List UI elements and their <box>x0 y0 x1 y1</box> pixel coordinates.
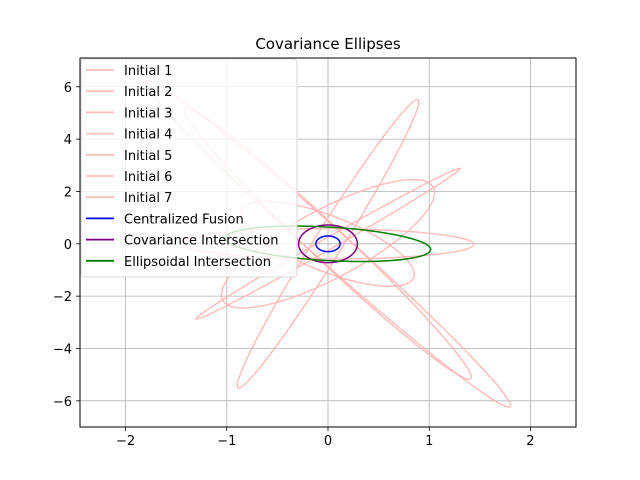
ellipsoidal-intersection-legend-label: Ellipsoidal Intersection <box>124 255 271 270</box>
initial-3-legend-label: Initial 3 <box>124 106 172 121</box>
initial-6-legend-label: Initial 6 <box>124 170 172 185</box>
x-tick-label: 0 <box>324 434 332 449</box>
centralized-fusion-ellipse <box>315 235 341 253</box>
x-tick-label: 2 <box>526 434 534 449</box>
y-tick-label: 2 <box>64 185 72 200</box>
y-tick-label: −2 <box>53 290 72 305</box>
y-tick-label: −6 <box>53 395 72 410</box>
axis-ticks: −2 −1 0 1 2 −6 −4 −2 0 2 4 6 <box>53 81 535 449</box>
legend-box <box>80 58 298 278</box>
centralized-fusion-legend-label: Centralized Fusion <box>124 212 244 227</box>
y-tick-label: 6 <box>64 81 72 96</box>
y-tick-label: −4 <box>53 342 72 357</box>
y-tick-label: 4 <box>64 133 72 148</box>
chart-title: Covariance Ellipses <box>255 35 401 53</box>
initial-1-legend-label: Initial 1 <box>124 64 172 79</box>
initial-7-legend-label: Initial 7 <box>124 191 172 206</box>
x-tick-label: 1 <box>425 434 433 449</box>
y-tick-label: 0 <box>64 238 72 253</box>
covariance-intersection-legend-label: Covariance Intersection <box>124 234 278 249</box>
initial-5-ellipse <box>220 178 436 309</box>
initial-5-legend-label: Initial 5 <box>124 149 172 164</box>
initial-4-legend-label: Initial 4 <box>124 128 172 143</box>
initial-2-legend-label: Initial 2 <box>124 85 172 100</box>
initial-3-ellipse <box>236 98 420 389</box>
x-tick-label: −1 <box>217 434 236 449</box>
x-tick-label: −2 <box>116 434 135 449</box>
legend: Initial 1 Initial 2 Initial 3 Initial 4 Init… <box>80 58 298 278</box>
initial-1-ellipse <box>195 167 461 320</box>
